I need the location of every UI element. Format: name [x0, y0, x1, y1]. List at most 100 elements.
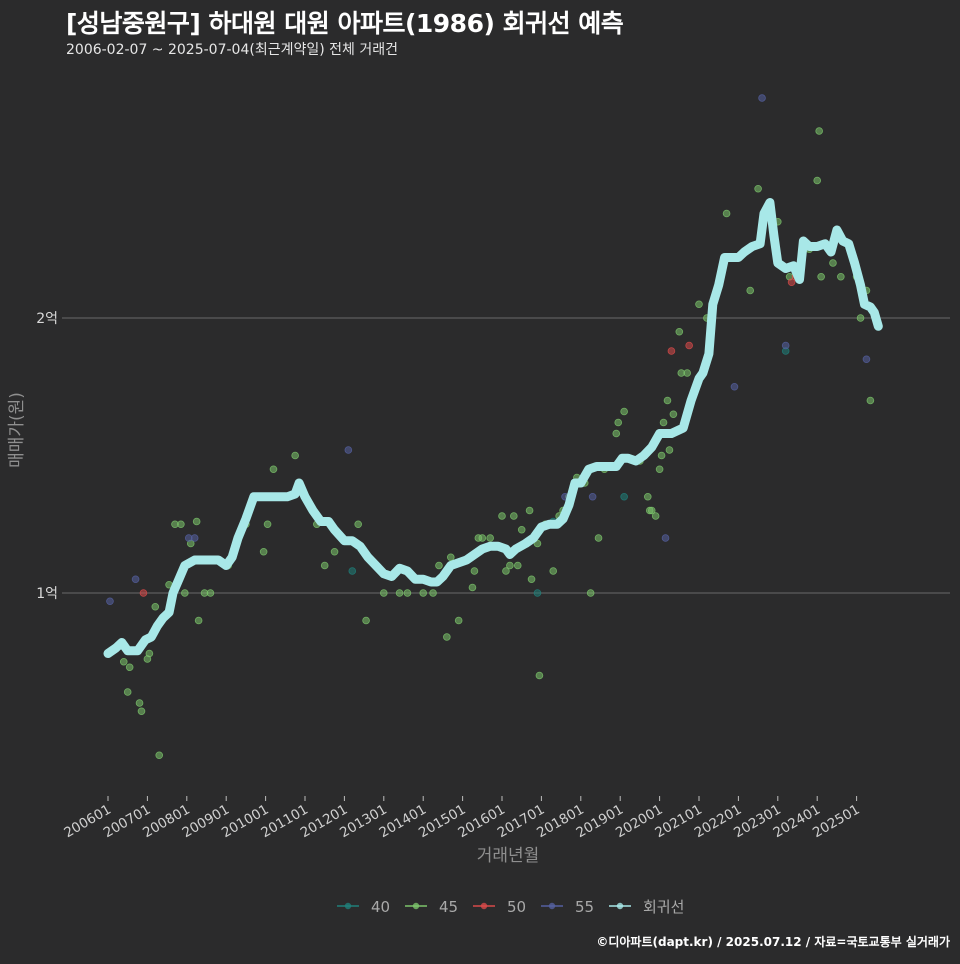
legend-item: 회귀선 [609, 898, 684, 916]
regression-layer [103, 198, 883, 658]
data-point-45 [817, 272, 825, 281]
data-point-55 [344, 446, 353, 454]
data-point-45 [659, 418, 668, 427]
data-point-40 [348, 567, 357, 575]
data-point-45 [194, 616, 203, 625]
y-tick-label: 1억 [36, 586, 58, 602]
data-point-45 [856, 314, 865, 322]
data-point-45 [866, 396, 875, 405]
data-point-45 [468, 583, 477, 592]
data-point-45 [657, 451, 666, 460]
data-point-45 [354, 520, 362, 529]
data-point-50 [667, 347, 676, 355]
data-point-45 [525, 506, 534, 515]
data-point-45 [612, 429, 621, 438]
data-point-45 [754, 184, 762, 193]
data-point-45 [665, 446, 674, 454]
data-point-45 [320, 561, 329, 570]
data-point-45 [135, 699, 144, 707]
legend-swatch-dot [344, 902, 352, 910]
data-point-45 [655, 465, 664, 474]
y-tick-label: 2억 [36, 311, 58, 327]
data-point-45 [486, 534, 494, 542]
legend-item: 45 [405, 898, 458, 916]
legend-item: 40 [337, 898, 390, 916]
data-point-55 [730, 382, 739, 391]
data-point-45 [395, 589, 404, 597]
data-point-40 [533, 589, 542, 597]
legend-label: 50 [507, 898, 526, 916]
data-point-45 [498, 512, 506, 520]
data-point-55 [131, 575, 140, 584]
data-point-50 [139, 589, 148, 597]
x-axis-label: 거래년월 [477, 846, 540, 866]
data-point-45 [155, 751, 164, 760]
data-point-40 [620, 492, 628, 501]
data-point-45 [259, 547, 268, 556]
legend-item: 50 [473, 898, 526, 916]
data-point-55 [758, 94, 766, 102]
legend-swatch-dot [616, 902, 624, 910]
data-point-55 [862, 355, 871, 364]
data-point-45 [651, 512, 660, 520]
data-point-45 [419, 589, 428, 597]
data-point-45 [683, 369, 691, 377]
axis-layer: 1억2억200601200701200801200901201001201101… [7, 311, 863, 866]
data-point-45 [517, 525, 526, 534]
data-point-45 [429, 589, 437, 597]
data-point-45 [151, 602, 160, 611]
data-point-45 [513, 561, 522, 570]
data-point-45 [123, 688, 132, 696]
chart-title: [성남중원구] 하대원 대원 아파트(1986) 회귀선 예측 [66, 9, 624, 38]
legend-swatch-dot [412, 902, 420, 910]
legend-swatch-dot [480, 902, 488, 910]
data-point-45 [177, 520, 185, 529]
data-point-45 [647, 506, 656, 515]
legend-label: 45 [439, 898, 458, 916]
y-axis-label: 매매가(원) [7, 392, 27, 468]
data-point-45 [527, 575, 536, 584]
data-point-45 [594, 534, 603, 542]
data-point-45 [206, 589, 215, 597]
data-point-45 [470, 567, 479, 575]
data-point-45 [813, 176, 821, 185]
data-point-55 [106, 597, 114, 606]
data-point-50 [787, 278, 796, 287]
data-point-45 [291, 451, 299, 460]
legend-label: 회귀선 [643, 898, 684, 916]
data-point-45 [549, 567, 558, 575]
data-point-45 [815, 127, 823, 135]
data-point-45 [362, 616, 370, 625]
legend-label: 55 [575, 898, 594, 916]
data-point-45 [586, 589, 595, 597]
data-point-45 [119, 657, 128, 666]
data-point-55 [588, 492, 597, 501]
data-point-45 [263, 520, 272, 529]
data-point-45 [663, 396, 672, 405]
data-point-45 [435, 561, 443, 570]
data-point-45 [614, 418, 623, 427]
data-point-45 [502, 567, 510, 575]
data-point-45 [125, 663, 134, 672]
data-point-55 [781, 341, 790, 350]
data-point-45 [446, 553, 455, 562]
legend-label: 40 [371, 898, 390, 916]
data-point-50 [685, 341, 693, 350]
data-point-45 [454, 616, 463, 625]
data-point-45 [695, 300, 703, 309]
data-point-45 [620, 407, 628, 416]
chart-subtitle: 2006-02-07 ~ 2025-07-04(최근계약일) 전체 거래건 [66, 42, 398, 58]
data-point-45 [443, 633, 451, 641]
data-point-45 [330, 547, 339, 556]
data-point-45 [403, 589, 412, 597]
data-point-45 [478, 534, 487, 542]
data-point-55 [190, 534, 199, 542]
points-layer [106, 94, 875, 760]
data-point-45 [722, 209, 731, 218]
data-point-45 [510, 512, 518, 520]
data-point-55 [661, 534, 670, 542]
legend-swatch-dot [548, 902, 556, 910]
regression-line [103, 198, 883, 658]
data-point-45 [746, 286, 755, 295]
